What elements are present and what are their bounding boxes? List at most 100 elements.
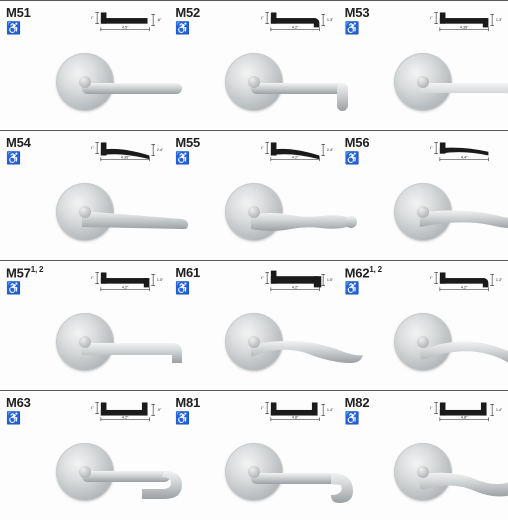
label-block: M54 ♿ [6, 135, 31, 164]
svg-text:4.8": 4.8" [461, 415, 468, 419]
profile-diagram: 4.2" .6" 1.5" [91, 265, 163, 293]
profile-diagram: 4.2" .6" 1.5" [261, 265, 333, 293]
cell-header: M51♿ 4.5" .6" .6" [6, 5, 163, 35]
profile-diagram: 4.8" .6" 1.4" [430, 395, 502, 423]
svg-text:.6": .6" [261, 16, 264, 20]
cell-header: M56 ♿ 4.4" .5" [345, 135, 502, 165]
product-image [175, 167, 332, 256]
product-image [175, 427, 332, 516]
lever-rose [225, 443, 283, 501]
svg-text:.6": .6" [91, 276, 94, 280]
svg-text:.9": .9" [157, 408, 162, 412]
product-cell: M82 ♿ 4.8" .6" 1.4" [339, 390, 508, 520]
svg-text:2.4": 2.4" [327, 148, 333, 152]
product-code: M621, 2 [345, 265, 382, 280]
svg-text:2.4": 2.4" [157, 148, 163, 152]
lever-rose [225, 53, 283, 111]
cell-header: M63♿ 4.2" .5" .9" [6, 395, 163, 425]
lever-handle [420, 75, 508, 115]
cell-header: M81 ♿ 4.8" .6" 1.4" [175, 395, 332, 425]
lever-rose [56, 183, 114, 241]
profile-diagram: 4.4" .5" [430, 135, 502, 163]
product-image [6, 427, 163, 516]
product-cell: M53♿ 4.35" .6" 1.3" [339, 0, 508, 130]
product-cell: M571, 2 ♿ 4.2" .6" 1.5" [0, 260, 169, 390]
svg-text:.6": .6" [430, 406, 433, 410]
product-code-sup: 1, 2 [31, 265, 44, 274]
svg-text:.6": .6" [261, 406, 264, 410]
product-image [345, 167, 502, 256]
product-cell: M51♿ 4.5" .6" .6" [0, 0, 169, 130]
label-block: M56 ♿ [345, 135, 370, 164]
product-image [6, 37, 163, 126]
product-code: M52 [175, 5, 200, 20]
svg-text:4.2": 4.2" [292, 25, 299, 29]
svg-text:.5": .5" [430, 146, 433, 150]
svg-text:4.35": 4.35" [460, 25, 469, 29]
profile-diagram: 4.35" .6" 2.4" [91, 135, 163, 163]
label-block: M621, 2 ♿ [345, 265, 382, 294]
svg-text:1.3": 1.3" [327, 18, 333, 22]
ada-icon: ♿ [345, 152, 370, 164]
label-block: M63♿ [6, 395, 31, 424]
ada-icon: ♿ [345, 412, 370, 424]
profile-diagram: 4.2" .6" 1.3" [261, 5, 333, 33]
product-cell: M55♿ 4.2" .6" 2.4" [169, 130, 338, 260]
product-code: M571, 2 [6, 265, 43, 280]
lever-rose [394, 53, 452, 111]
ada-icon: ♿ [6, 152, 31, 164]
ada-icon: ♿ [345, 282, 382, 294]
svg-text:.5": .5" [91, 406, 94, 410]
label-block: M52♿ [175, 5, 200, 34]
svg-text:4.5": 4.5" [122, 25, 129, 29]
product-code: M51 [6, 5, 31, 20]
svg-text:1.3": 1.3" [496, 278, 502, 282]
ada-icon: ♿ [6, 282, 43, 294]
product-image [6, 297, 163, 386]
svg-text:4.35": 4.35" [121, 155, 130, 159]
product-code-sup: 1, 2 [369, 265, 382, 274]
svg-text:1.5": 1.5" [327, 278, 333, 282]
cell-header: M53♿ 4.35" .6" 1.3" [345, 5, 502, 35]
lever-rose [394, 443, 452, 501]
lever-rose [225, 183, 283, 241]
label-block: M51♿ [6, 5, 31, 34]
product-image [175, 37, 332, 126]
lever-rose [394, 183, 452, 241]
cell-header: M61♿ 4.2" .6" 1.5" [175, 265, 332, 295]
profile-diagram: 4.2" .5" 1.3" [430, 265, 502, 293]
label-block: M82 ♿ [345, 395, 370, 424]
lever-rose [225, 313, 283, 371]
lever-handle [420, 465, 508, 505]
svg-text:1.4": 1.4" [327, 408, 333, 412]
label-block: M81 ♿ [175, 395, 200, 424]
product-code: M81 [175, 395, 200, 410]
product-cell: M52♿ 4.2" .6" 1.3" [169, 0, 338, 130]
ada-icon: ♿ [345, 22, 370, 34]
product-code: M54 [6, 135, 31, 150]
profile-diagram: 4.5" .6" .6" [91, 5, 163, 33]
product-code: M82 [345, 395, 370, 410]
svg-text:.6": .6" [91, 16, 94, 20]
svg-text:4.2": 4.2" [122, 285, 129, 289]
svg-text:.6": .6" [261, 146, 264, 150]
cell-header: M54 ♿ 4.35" .6" 2.4" [6, 135, 163, 165]
profile-diagram: 4.2" .5" .9" [91, 395, 163, 423]
product-image [345, 37, 502, 126]
lever-rose [56, 53, 114, 111]
svg-text:4.8": 4.8" [292, 415, 299, 419]
label-block: M61♿ [175, 265, 200, 294]
product-image [345, 297, 502, 386]
ada-icon: ♿ [175, 412, 200, 424]
profile-diagram: 4.2" .6" 2.4" [261, 135, 333, 163]
product-cell: M56 ♿ 4.4" .5" [339, 130, 508, 260]
ada-icon: ♿ [6, 412, 31, 424]
product-code: M53 [345, 5, 370, 20]
lever-rose [56, 443, 114, 501]
product-cell: M61♿ 4.2" .6" 1.5" [169, 260, 338, 390]
product-code: M61 [175, 265, 200, 280]
svg-text:4.2": 4.2" [461, 285, 468, 289]
product-code: M56 [345, 135, 370, 150]
svg-text:1.3": 1.3" [496, 18, 502, 22]
lever-handle [420, 205, 508, 245]
